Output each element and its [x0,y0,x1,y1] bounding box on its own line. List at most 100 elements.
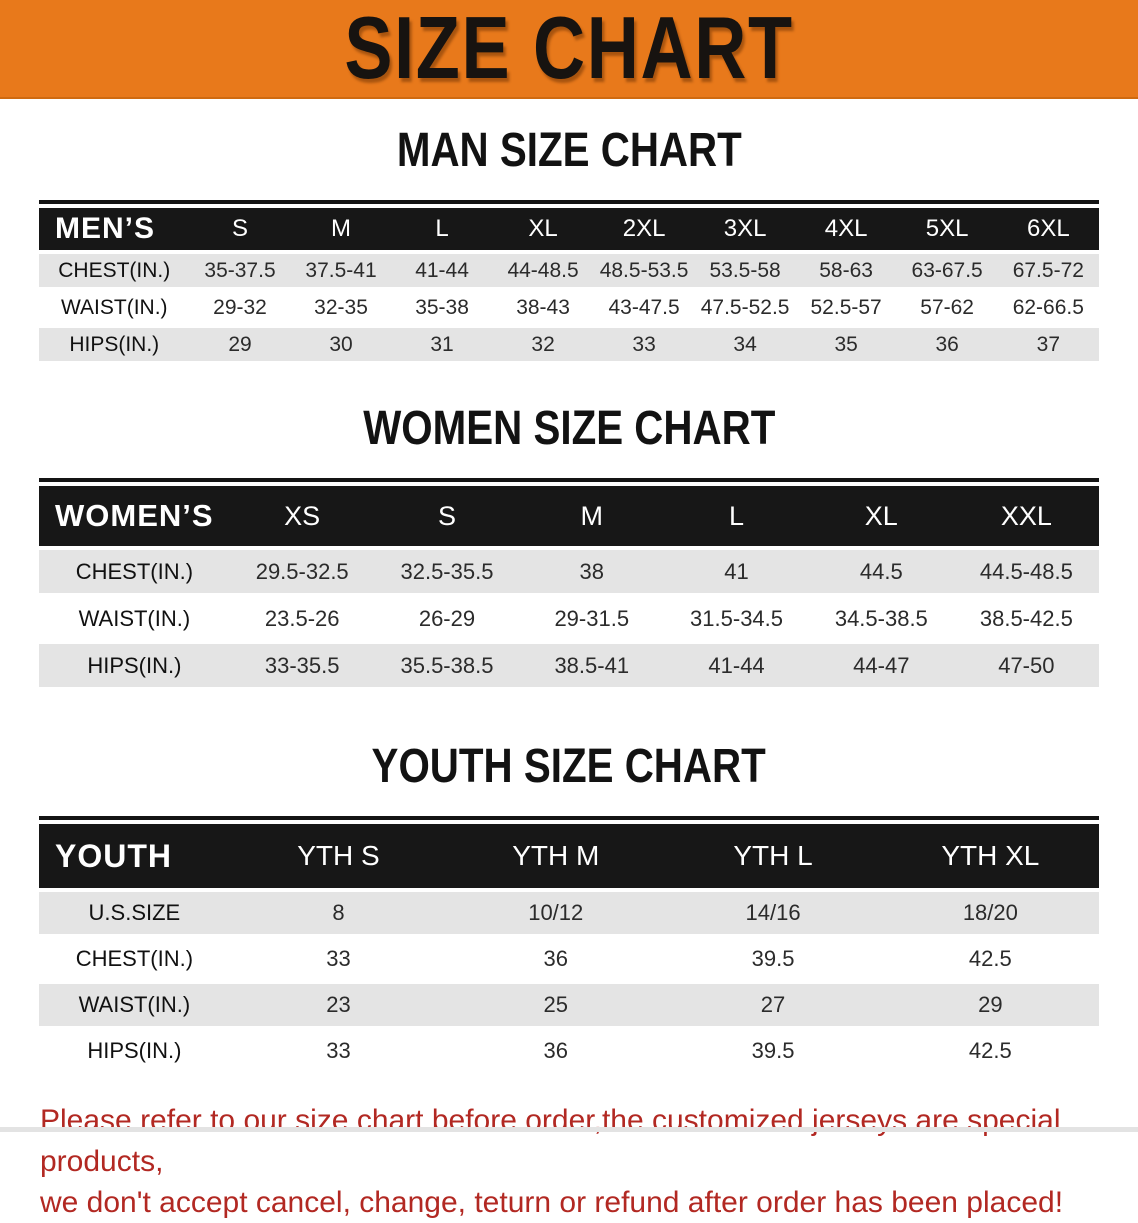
data-cell: 39.5 [751,1038,795,1063]
data-cell: 48.5-53.5 [599,258,689,282]
data-cell: 29 [978,992,1003,1017]
banner: SIZE CHART [0,0,1138,99]
data-cell: 36 [543,1038,568,1063]
data-cell: 38 [579,558,604,584]
header-cell: YOUTH [55,837,172,874]
data-cell: 31.5-34.5 [690,605,784,631]
header-cell: XL [528,215,558,242]
banner-title: SIZE CHART [344,0,794,97]
header-cell: M [580,500,604,531]
header-cell: L [435,215,449,242]
row-label: WAIST(IN.) [60,295,168,319]
table-row: HIPS(IN.) 33-35.5 35.5-38.5 38.5-41 41-4… [39,644,1099,687]
header-cell: S [437,500,456,531]
data-cell: 33 [326,1038,351,1063]
data-cell: 35-38 [415,295,469,319]
data-cell: 25 [543,992,568,1017]
data-cell: 33 [632,332,656,356]
header-cell: 3XL [723,215,767,242]
data-cell: 29-32 [213,295,267,319]
women-section-title: WOMEN SIZE CHART [362,402,776,455]
table-row: CHEST(IN.) 29.5-32.5 32.5-35.5 38 41 44.… [39,550,1099,593]
data-cell: 38.5-41 [554,652,630,678]
row-label: U.S.SIZE [88,900,181,925]
row-label: HIPS(IN.) [69,332,160,356]
data-cell: 36 [543,946,568,971]
data-cell: 29-31.5 [554,605,630,631]
table-row: U.S.SIZE 8 10/12 14/16 18/20 [39,892,1099,934]
table-row: WAIST(IN.) 23 25 27 29 [39,984,1099,1026]
data-cell: 62-66.5 [1012,295,1084,319]
data-cell: 47-50 [998,652,1055,678]
table-row: CHEST(IN.) 33 36 39.5 42.5 [39,938,1099,980]
youth-header-row: YOUTH YTH S YTH M YTH L YTH XL [39,824,1099,888]
data-cell: 35 [834,332,858,356]
data-cell: 32-35 [314,295,368,319]
header-cell: YTH XL [941,840,1040,871]
data-cell: 38.5-42.5 [979,605,1073,631]
header-cell: YTH M [512,840,600,871]
data-cell: 37.5-41 [305,258,377,282]
data-cell: 41-44 [708,652,765,678]
header-cell: XXL [1000,500,1052,531]
data-cell: 34 [733,332,757,356]
data-cell: 35.5-38.5 [400,652,494,678]
row-label: CHEST(IN.) [75,946,194,971]
table-row: HIPS(IN.) 29 30 31 32 33 34 35 36 37 [39,328,1099,361]
data-cell: 35-37.5 [204,258,276,282]
table-row: HIPS(IN.) 33 36 39.5 42.5 [39,1030,1099,1072]
table-row: CHEST(IN.) 35-37.5 37.5-41 41-44 44-48.5… [39,254,1099,287]
data-cell: 52.5-57 [810,295,882,319]
data-cell: 30 [329,332,353,356]
header-cell: XS [284,500,321,531]
footer-note: Please refer to our size chart before or… [40,1100,1110,1223]
data-cell: 23 [326,992,351,1017]
header-cell: S [232,215,249,242]
data-cell: 38-43 [516,295,570,319]
header-cell: 6XL [1026,215,1070,242]
data-cell: 27 [760,992,786,1017]
footer-line-1: Please refer to our size chart before or… [40,1104,1061,1178]
data-cell: 43-47.5 [608,295,680,319]
header-cell: MEN’S [55,212,156,245]
header-cell: L [729,500,745,531]
data-cell: 31 [430,332,454,356]
data-cell: 44-47 [853,652,910,678]
data-cell: 29.5-32.5 [255,558,349,584]
data-cell: 42.5 [968,946,1012,971]
data-cell: 41 [724,558,749,584]
data-cell: 8 [332,900,345,925]
header-cell: YTH L [733,840,813,871]
row-label: HIPS(IN.) [87,1038,182,1063]
men-header-row: MEN’S S M L XL 2XL 3XL 4XL 5XL 6XL [39,208,1099,250]
data-cell: 63-67.5 [911,258,983,282]
header-cell: XL [864,500,898,531]
data-cell: 57-62 [920,295,974,319]
data-cell: 32.5-35.5 [400,558,494,584]
data-cell: 58-63 [819,258,873,282]
data-cell: 41-44 [415,258,469,282]
row-label: CHEST(IN.) [58,258,171,282]
row-label: WAIST(IN.) [78,605,191,631]
row-label: WAIST(IN.) [78,992,191,1017]
header-cell: YTH S [297,840,380,871]
row-label: HIPS(IN.) [87,652,182,678]
table-row: WAIST(IN.) 23.5-26 26-29 29-31.5 31.5-34… [39,597,1099,640]
data-cell: 36 [935,332,959,356]
youth-section-title: YOUTH SIZE CHART [371,740,767,793]
data-cell: 37 [1036,332,1060,356]
data-cell: 67.5-72 [1012,258,1084,282]
header-cell: 2XL [622,215,666,242]
men-section-title: MAN SIZE CHART [396,124,742,177]
data-cell: 44.5 [859,558,903,584]
data-cell: 34.5-38.5 [834,605,928,631]
data-cell: 33-35.5 [264,652,340,678]
data-cell: 44.5-48.5 [979,558,1073,584]
data-cell: 39.5 [751,946,795,971]
data-cell: 44-48.5 [507,258,579,282]
header-cell: 5XL [925,215,969,242]
footer-line-2: we don't accept cancel, change, teturn o… [40,1186,1064,1219]
data-cell: 29 [228,332,252,356]
data-cell: 47.5-52.5 [700,295,790,319]
header-cell: 4XL [824,215,868,242]
